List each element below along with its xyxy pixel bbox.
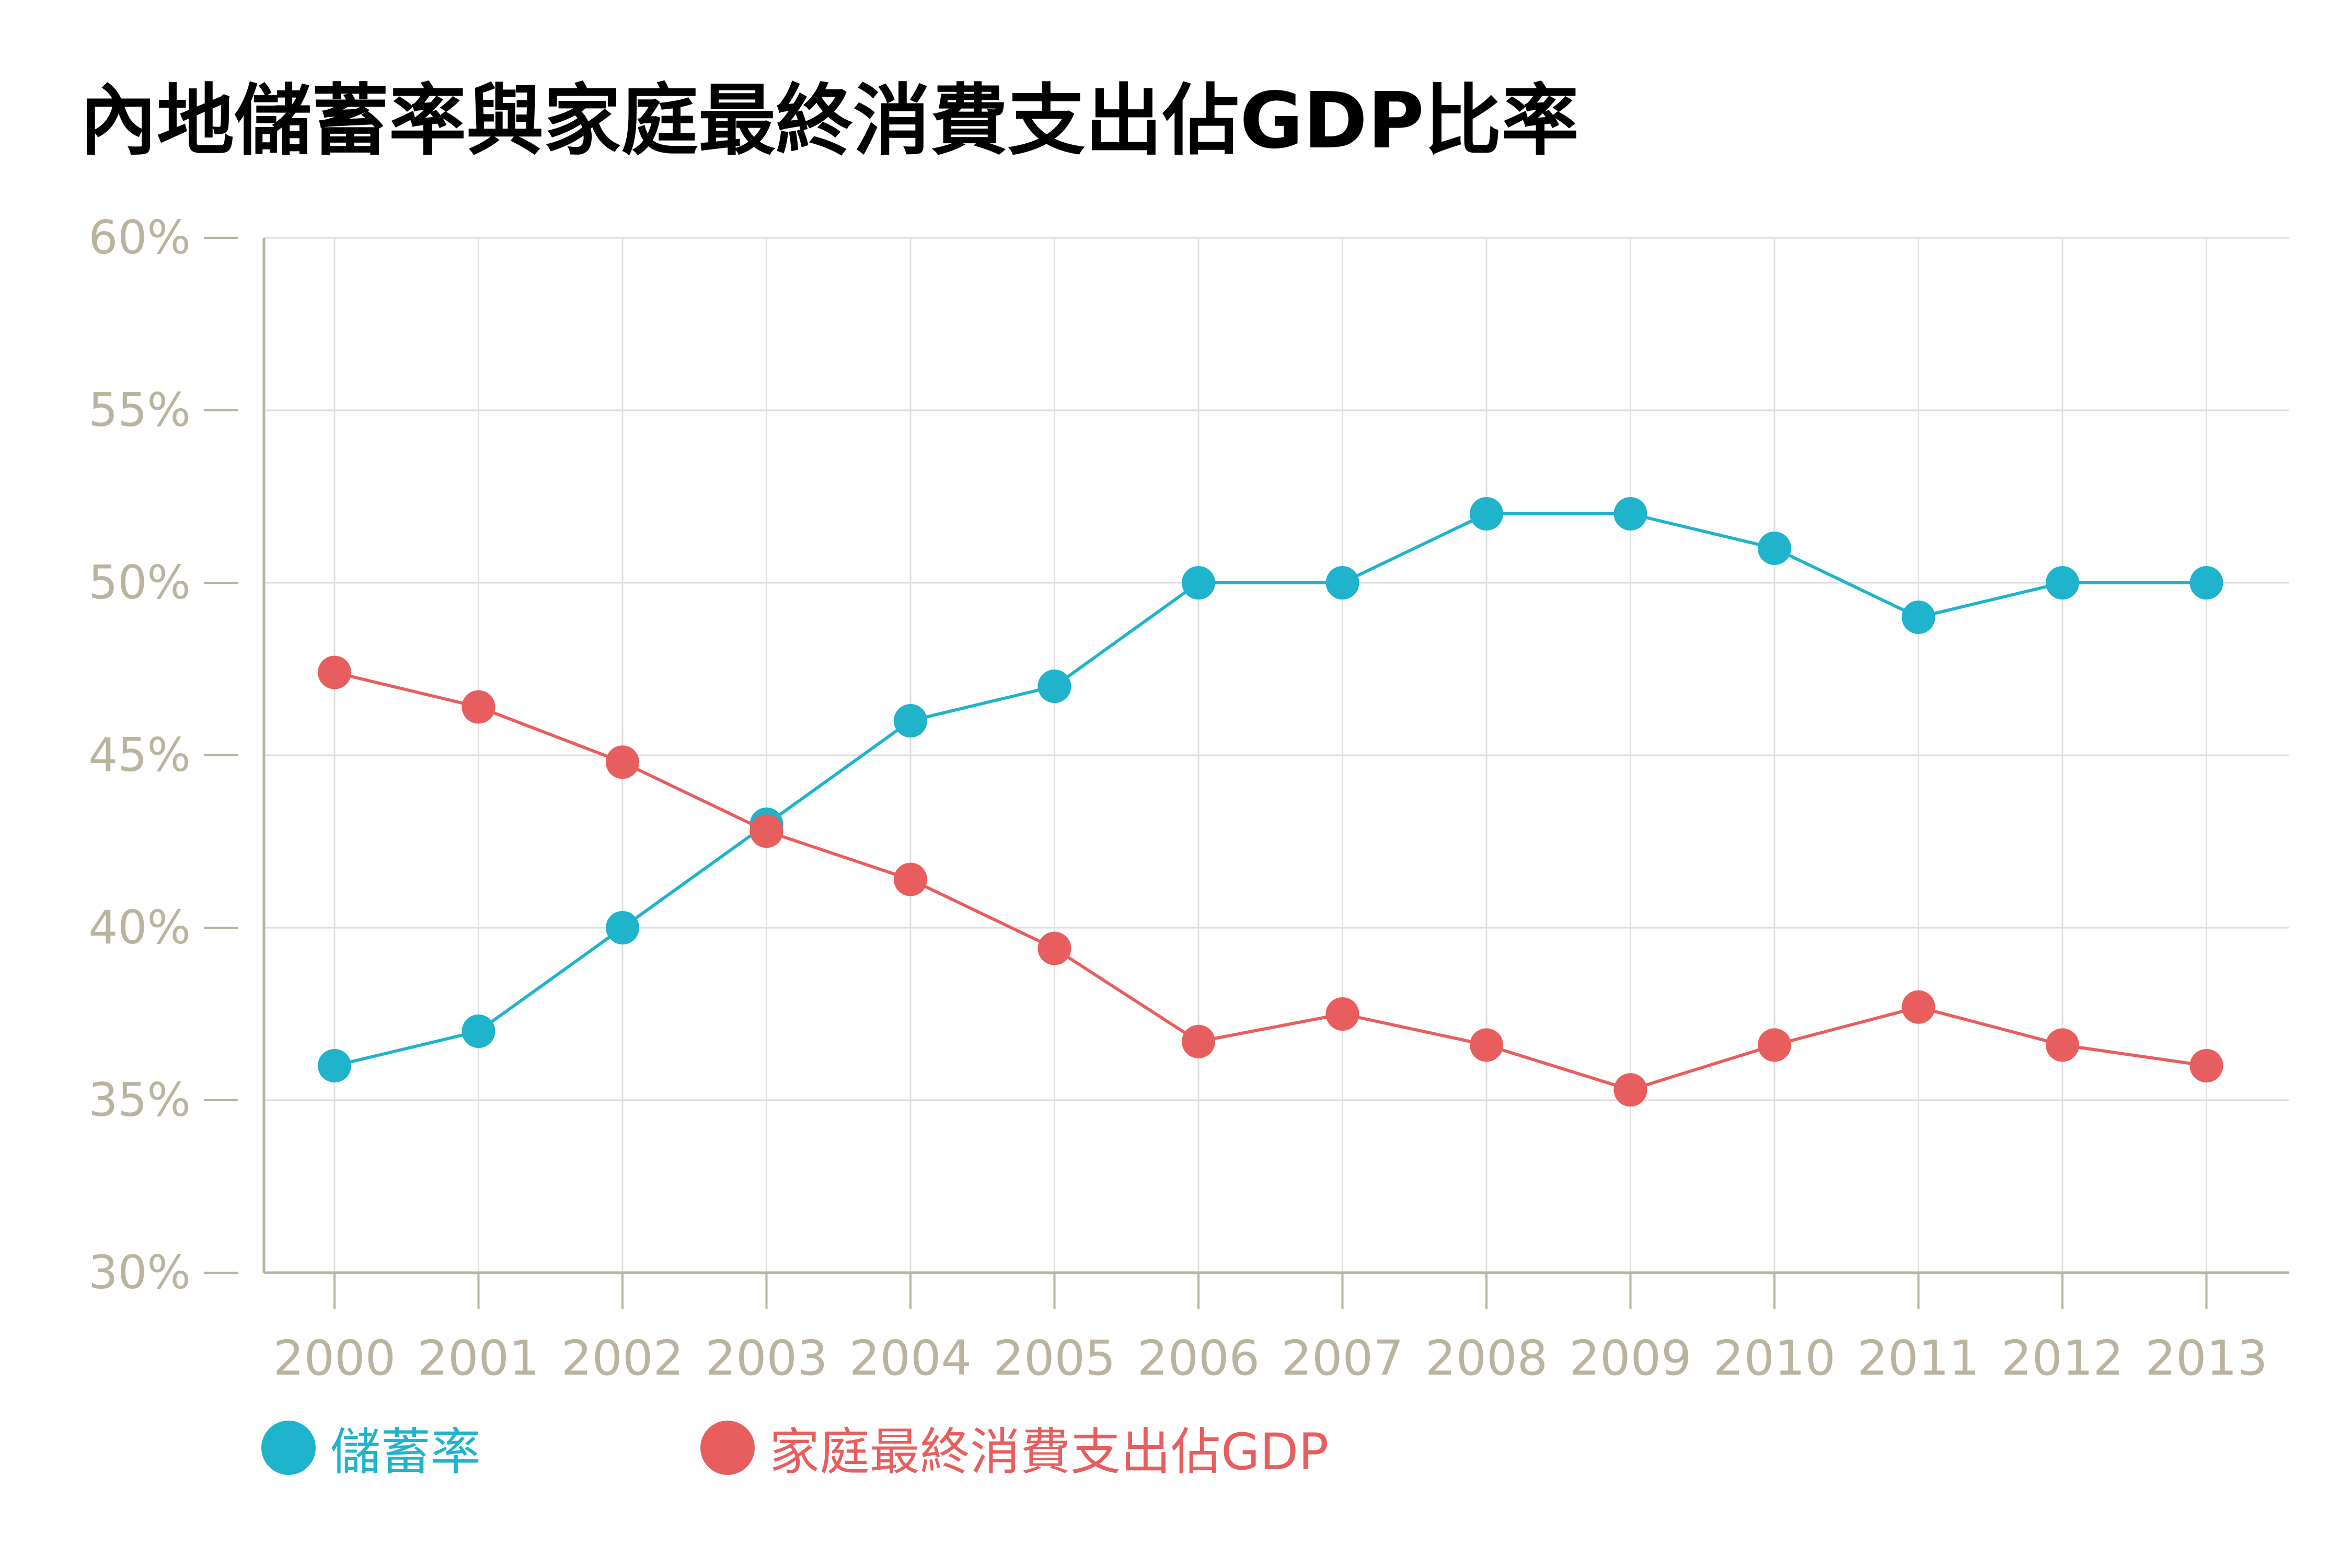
grid	[264, 237, 2289, 1273]
x-tick-label: 2001	[417, 1330, 539, 1386]
series-line	[334, 512, 2207, 1067]
legend-label: 家庭最終消費支出佔GDP	[769, 1423, 1329, 1481]
data-point	[1037, 931, 1071, 965]
data-point	[462, 690, 495, 724]
data-point	[1182, 1024, 1215, 1058]
data-point	[1470, 1028, 1503, 1062]
data-point	[1325, 566, 1359, 599]
y-tick-label: 40%	[88, 901, 191, 954]
y-tick-label: 45%	[88, 728, 191, 782]
y-tick-label: 55%	[88, 383, 191, 437]
axes: 30% 35% 40% 45% 50% 55% 60% 2000 2001 2002 2003 200…	[88, 211, 2289, 1386]
legend-label: 儲蓄率	[330, 1423, 481, 1481]
x-tick-label: 2013	[2145, 1330, 2267, 1386]
x-tick-label: 2005	[993, 1330, 1115, 1386]
data-point	[2046, 1028, 2079, 1062]
legend-item-savings-rate: 儲蓄率	[261, 1411, 481, 1484]
data-point	[750, 814, 783, 848]
data-point	[1901, 990, 1935, 1024]
data-point	[1901, 601, 1935, 634]
x-tick-label: 2006	[1137, 1330, 1260, 1386]
x-tick-label: 2011	[1857, 1330, 1979, 1386]
data-point	[462, 1014, 495, 1048]
legend-item-household-consumption: 家庭最終消費支出佔GDP	[700, 1411, 1329, 1484]
data-point	[606, 745, 639, 779]
y-tick-label: 35%	[88, 1073, 191, 1127]
legend-marker-icon	[261, 1420, 316, 1475]
series-1	[318, 655, 2223, 1107]
data-point	[894, 862, 927, 896]
x-tick-label: 2012	[2001, 1330, 2124, 1386]
x-tick-label: 2009	[1569, 1330, 1691, 1386]
data-point	[1470, 497, 1503, 531]
data-point	[894, 704, 927, 737]
x-tick-label: 2007	[1281, 1330, 1403, 1386]
data-point	[1325, 997, 1359, 1031]
data-point	[1758, 532, 1791, 565]
data-point	[1613, 497, 1647, 531]
data-point	[1037, 670, 1071, 703]
series	[318, 497, 2223, 1107]
data-point	[1613, 1073, 1647, 1107]
x-tick-label: 2008	[1425, 1330, 1548, 1386]
data-point	[2189, 566, 2223, 599]
x-tick-label: 2000	[273, 1330, 396, 1386]
y-tick-label: 30%	[88, 1246, 191, 1299]
y-tick-label: 50%	[88, 556, 191, 609]
data-point	[318, 655, 351, 689]
series-line	[334, 671, 2207, 1092]
legend-marker-icon	[700, 1420, 755, 1475]
data-point	[318, 1049, 351, 1082]
data-point	[2046, 566, 2079, 599]
chart-title: 內地儲蓄率與家庭最終消費支出佔GDP比率	[79, 76, 1579, 166]
x-tick-label: 2004	[849, 1330, 972, 1386]
x-tick-label: 2003	[705, 1330, 827, 1386]
y-tick-label: 60%	[88, 211, 191, 264]
data-point	[2189, 1049, 2223, 1082]
data-point	[606, 911, 639, 944]
data-point	[1758, 1028, 1791, 1062]
series-0	[318, 497, 2223, 1082]
x-tick-label: 2010	[1713, 1330, 1836, 1386]
data-point	[1182, 566, 1215, 599]
x-tick-label: 2002	[561, 1330, 684, 1386]
